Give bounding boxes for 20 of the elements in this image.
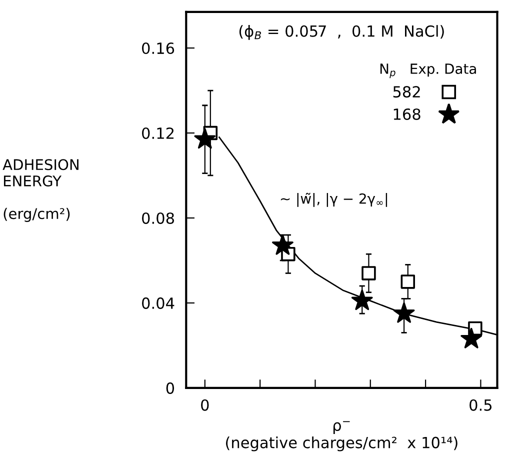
text: (ϕ$_{B}$ = 0.057 , 0.1 M NaCl) [239,25,444,40]
point [362,266,376,280]
point [272,234,294,255]
text: N$_{p}$ Exp. Data [380,64,476,78]
y-tick-label: 0 [166,382,174,394]
y-tick-label: 0.12 [142,127,174,140]
text: ρ$^{−}$ (negative charges/cm² x 10¹⁴) [226,421,458,452]
point [351,290,373,310]
point [194,128,216,149]
text: ADHESION ENERGY (erg/cm²) [2,159,78,222]
point [393,302,415,323]
legend-label: 168 [394,108,420,120]
x-tick-label: 0.5 [470,399,492,411]
y-tick-label: 0.08 [142,212,174,224]
annotation: ~ |w̃|, |γ − 2γ$_{∞}$| [280,192,388,207]
point [460,328,482,348]
point [400,274,416,289]
y-tick-label: 0.16 [142,42,174,54]
y-tick-label: 0.04 [142,297,174,309]
legend-label: 582 [393,86,420,98]
